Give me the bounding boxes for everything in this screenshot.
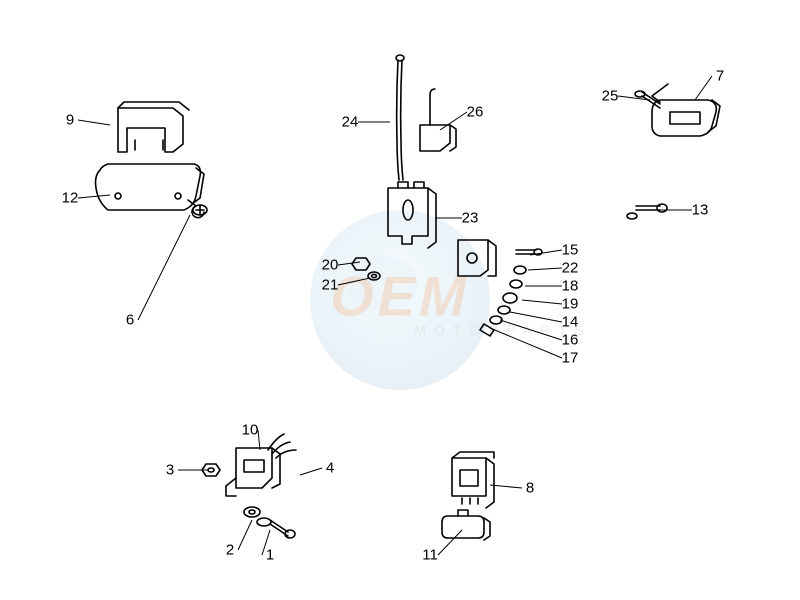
callout-1: 1 — [266, 547, 274, 564]
part-cap-26 — [420, 89, 456, 151]
part-regulator-10 — [226, 434, 296, 496]
callout-10: 10 — [242, 422, 259, 439]
callout-13: 13 — [692, 202, 709, 219]
callout-2: 2 — [226, 542, 234, 559]
part-cover-12 — [96, 164, 205, 210]
callout-16: 16 — [562, 332, 579, 349]
callout-21: 21 — [322, 277, 339, 294]
callout-11: 11 — [422, 547, 438, 564]
callout-12: 12 — [62, 190, 79, 207]
callout-6: 6 — [126, 312, 134, 329]
part-screw-6 — [188, 200, 207, 218]
callout-22: 22 — [562, 260, 579, 277]
callout-18: 18 — [562, 278, 579, 295]
part-bracket-stack — [458, 240, 542, 336]
part-wire-24 — [396, 55, 404, 180]
part-sensor-7 — [652, 84, 720, 136]
part-nuts-20-21 — [352, 258, 380, 280]
part-rubber-11 — [442, 510, 490, 540]
part-coil-23 — [388, 182, 436, 248]
part-relay-8 — [452, 452, 494, 508]
diagram-canvas: OEM MOTORPARTS — [0, 0, 800, 600]
callout-26: 26 — [467, 104, 484, 121]
callout-7: 7 — [716, 68, 724, 85]
part-bolt-13 — [627, 204, 667, 219]
callout-24: 24 — [342, 114, 359, 131]
callout-15: 15 — [562, 242, 579, 259]
callout-23: 23 — [462, 210, 479, 227]
callout-19: 19 — [562, 296, 579, 313]
callout-25: 25 — [602, 88, 619, 105]
callout-9: 9 — [66, 112, 74, 129]
callout-8: 8 — [526, 480, 534, 497]
callout-17: 17 — [562, 350, 579, 367]
part-screw-4-1-2 — [244, 507, 295, 538]
callout-14: 14 — [562, 314, 579, 331]
callout-4: 4 — [326, 460, 334, 477]
part-bracket-9 — [118, 102, 189, 152]
callout-20: 20 — [322, 257, 339, 274]
callout-3: 3 — [166, 462, 174, 479]
parts-svg — [0, 0, 800, 600]
